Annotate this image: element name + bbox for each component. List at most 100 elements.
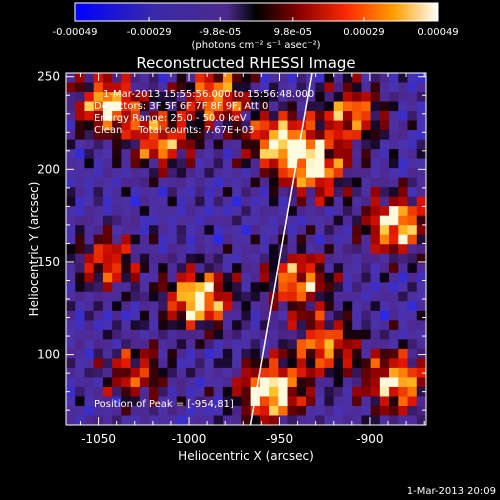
heatmap-cell [342,206,353,217]
heatmap-cell [213,358,224,369]
heatmap-cell [149,263,159,274]
heatmap-cell [186,111,196,122]
heatmap-cell [112,405,122,417]
heatmap-cell [269,405,279,417]
heatmap-cell [407,329,418,340]
colorbar-tick-label: 0.00049 [417,27,458,38]
heatmap-cell [333,120,344,131]
heatmap-cell [75,177,86,188]
heatmap-cell [342,415,353,425]
heatmap-cell [241,177,252,188]
heatmap-cell [204,111,215,122]
heatmap-cell [186,358,196,369]
heatmap-cell [324,225,335,236]
heatmap-cell [93,310,104,321]
heatmap-cell [269,244,279,255]
heatmap-cell [361,377,372,388]
heatmap-cell [195,149,206,160]
chart-title: Reconstructed RHESSI Image [136,54,355,72]
heatmap-cell [370,130,381,141]
heatmap-cell [250,291,261,302]
x-tick-label: -1050 [81,432,116,446]
heatmap-cell [278,329,289,340]
heatmap-cell [324,301,335,312]
heatmap-cell [176,386,187,398]
heatmap-cell [407,367,418,379]
heatmap-cell [167,206,178,217]
heatmap-cell [232,168,242,179]
heatmap-cell [342,301,353,312]
heatmap-cell [370,73,381,84]
heatmap-cell [398,329,409,340]
heatmap-cell [195,396,206,407]
heatmap-cell [352,139,362,150]
heatmap-cell [315,348,326,360]
heatmap-cell [93,396,104,407]
heatmap-cell [370,215,381,226]
heatmap-cell [222,130,233,141]
heatmap-cell [158,272,169,283]
heatmap-cell [139,405,150,417]
heatmap-cell [158,149,169,160]
heatmap-cell [241,386,252,398]
heatmap-cell [204,139,215,150]
heatmap-cell [361,73,372,84]
heatmap-cell [84,130,95,141]
heatmap-cell [389,111,399,122]
heatmap-cell [121,225,132,236]
heatmap-cell [158,225,169,236]
heatmap-cell [75,415,86,425]
heatmap-cell [149,187,159,198]
heatmap-cell [176,310,187,321]
heatmap-cell [379,329,390,340]
heatmap-cell [379,358,390,369]
heatmap-cell [352,111,362,122]
heatmap-cell [416,291,426,302]
heatmap-cell [361,405,372,417]
y-tick-label: 200 [37,162,60,176]
heatmap-cell [149,149,159,160]
heatmap-cell [315,111,326,122]
heatmap-cell [158,367,169,379]
heatmap-cell [139,348,150,360]
heatmap-cell [130,111,141,122]
heatmap-cell [361,244,372,255]
heatmap-cell [324,358,335,369]
heatmap-cell [407,149,418,160]
heatmap-cell [278,386,289,398]
heatmap-cell [333,168,344,179]
heatmap-cell [287,187,298,198]
heatmap-cell [333,225,344,236]
heatmap-cell [306,225,316,236]
heatmap-cell [75,244,86,255]
heatmap-cell [259,282,270,293]
heatmap-cell [232,92,242,103]
heatmap-cell [102,358,113,369]
heatmap-cell [186,130,196,141]
heatmap-cell [112,73,122,84]
heatmap-cell [213,101,224,112]
heatmap-cell [139,253,150,264]
heatmap-cell [269,73,279,84]
heatmap-cell [370,168,381,179]
heatmap-cell [130,177,141,188]
heatmap-cell [315,139,326,150]
heatmap-cell [333,139,344,150]
heatmap-cell [195,234,206,245]
heatmap-cell [232,367,242,379]
heatmap-cell [232,196,242,207]
colorbar-tick-label: 9.8e-05 [274,27,312,38]
heatmap-cell [407,358,418,369]
heatmap-cell [186,329,196,340]
heatmap-cell [176,272,187,283]
heatmap-cell [130,310,141,321]
heatmap-cell [93,358,104,369]
heatmap-cell [84,405,95,417]
heatmap-cell [158,215,169,226]
heatmap-cell [75,358,86,369]
heatmap-cell [204,339,215,350]
heatmap-cell [213,329,224,340]
heatmap-cell [93,149,104,160]
heatmap-cell [75,282,86,293]
heatmap-cell [93,120,104,131]
